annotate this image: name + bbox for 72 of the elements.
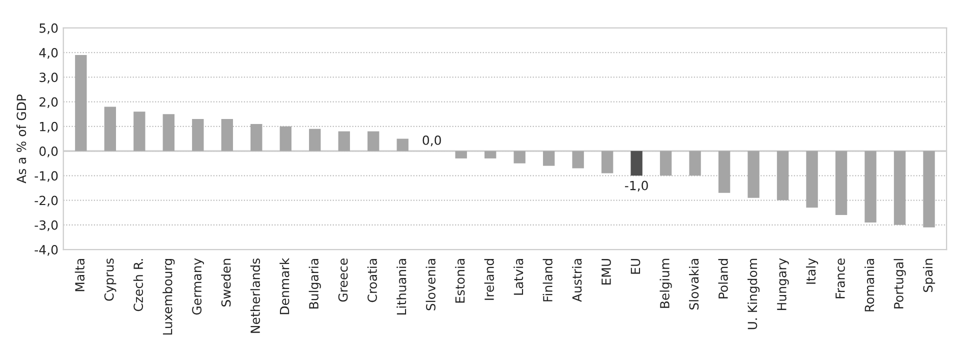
- x-tick-label: Finland: [542, 259, 552, 302]
- bar: [514, 151, 526, 164]
- x-tick-label: Romania: [864, 259, 874, 312]
- bar: [542, 151, 555, 166]
- bar: [660, 151, 672, 176]
- bar: [162, 114, 174, 152]
- bar: [192, 119, 204, 152]
- y-axis-title: As a % of GDP: [16, 94, 26, 184]
- bar: [396, 138, 408, 152]
- bar: [338, 131, 350, 152]
- x-tick-label: Slovakia: [689, 259, 699, 310]
- y-tick-label: 5,0: [40, 23, 58, 34]
- bar: [718, 151, 730, 193]
- bar: [368, 131, 380, 152]
- x-tick-label: Luxembourg: [162, 259, 175, 335]
- x-tick-label: Slovenia: [426, 259, 436, 310]
- x-tick-label: Germany: [192, 258, 204, 315]
- y-tick-label: -1,0: [34, 171, 58, 182]
- y-tick-label: -3,0: [34, 220, 58, 232]
- x-tick-label: Czech R.: [133, 259, 144, 312]
- bar: [748, 151, 760, 198]
- bar: [104, 106, 116, 152]
- x-tick-label: Greece: [338, 258, 348, 302]
- y-tick-label: 1,0: [40, 122, 58, 133]
- data-label: 0,0: [422, 135, 441, 146]
- y-tick-label: 0,0: [39, 146, 58, 158]
- x-tick-label: Ireland: [484, 259, 494, 300]
- bar: [630, 151, 642, 176]
- x-tick-label: Sweden: [221, 258, 231, 306]
- bar: [864, 151, 876, 222]
- bar: [309, 128, 321, 152]
- x-tick-label: U. Kingdom: [747, 258, 760, 330]
- bar: [776, 151, 789, 200]
- bar: [923, 151, 935, 228]
- bar: [280, 126, 292, 152]
- x-tick-label: EU: [630, 258, 640, 274]
- x-tick-label: Denmark: [280, 258, 290, 314]
- x-tick-label: Netherlands: [250, 258, 260, 333]
- bar: [455, 151, 467, 158]
- y-tick-label: 4,0: [39, 48, 58, 59]
- bar: [806, 151, 818, 208]
- x-tick-label: Latvia: [514, 259, 524, 295]
- x-tick-label: Poland: [718, 259, 728, 298]
- data-label: -1,0: [624, 180, 648, 192]
- y-tick-label: 2,0: [40, 97, 58, 108]
- bar: [134, 112, 146, 152]
- x-tick-label: Malta: [74, 259, 85, 292]
- x-tick-label: Austria: [572, 259, 582, 302]
- x-tick-label: Lithuania: [396, 259, 406, 315]
- x-tick-label: Italy: [806, 258, 818, 284]
- y-tick-label: 3,0: [40, 72, 58, 84]
- bar: [894, 151, 906, 225]
- x-tick-label: Cyprus: [104, 258, 116, 301]
- bar: [75, 55, 87, 152]
- x-tick-label: EMU: [602, 258, 611, 284]
- bar: [221, 119, 233, 152]
- bar: [601, 151, 614, 174]
- x-tick-label: France: [836, 258, 845, 298]
- x-tick-label: Bulgaria: [308, 259, 321, 308]
- x-tick-label: Hungary: [777, 258, 789, 310]
- bar: [250, 124, 262, 152]
- y-tick-label: -2,0: [34, 196, 58, 206]
- x-tick-label: Portugal: [894, 259, 906, 308]
- y-tick-label: -4,0: [34, 245, 58, 256]
- bar: [835, 151, 848, 216]
- x-tick-label: Spain: [922, 258, 936, 292]
- x-tick-label: Belgium: [660, 258, 672, 308]
- x-tick-label: Estonia: [455, 259, 465, 303]
- bar: [689, 151, 701, 176]
- bar: [572, 151, 584, 168]
- bar: [484, 151, 496, 158]
- x-tick-label: Croatia: [367, 259, 377, 302]
